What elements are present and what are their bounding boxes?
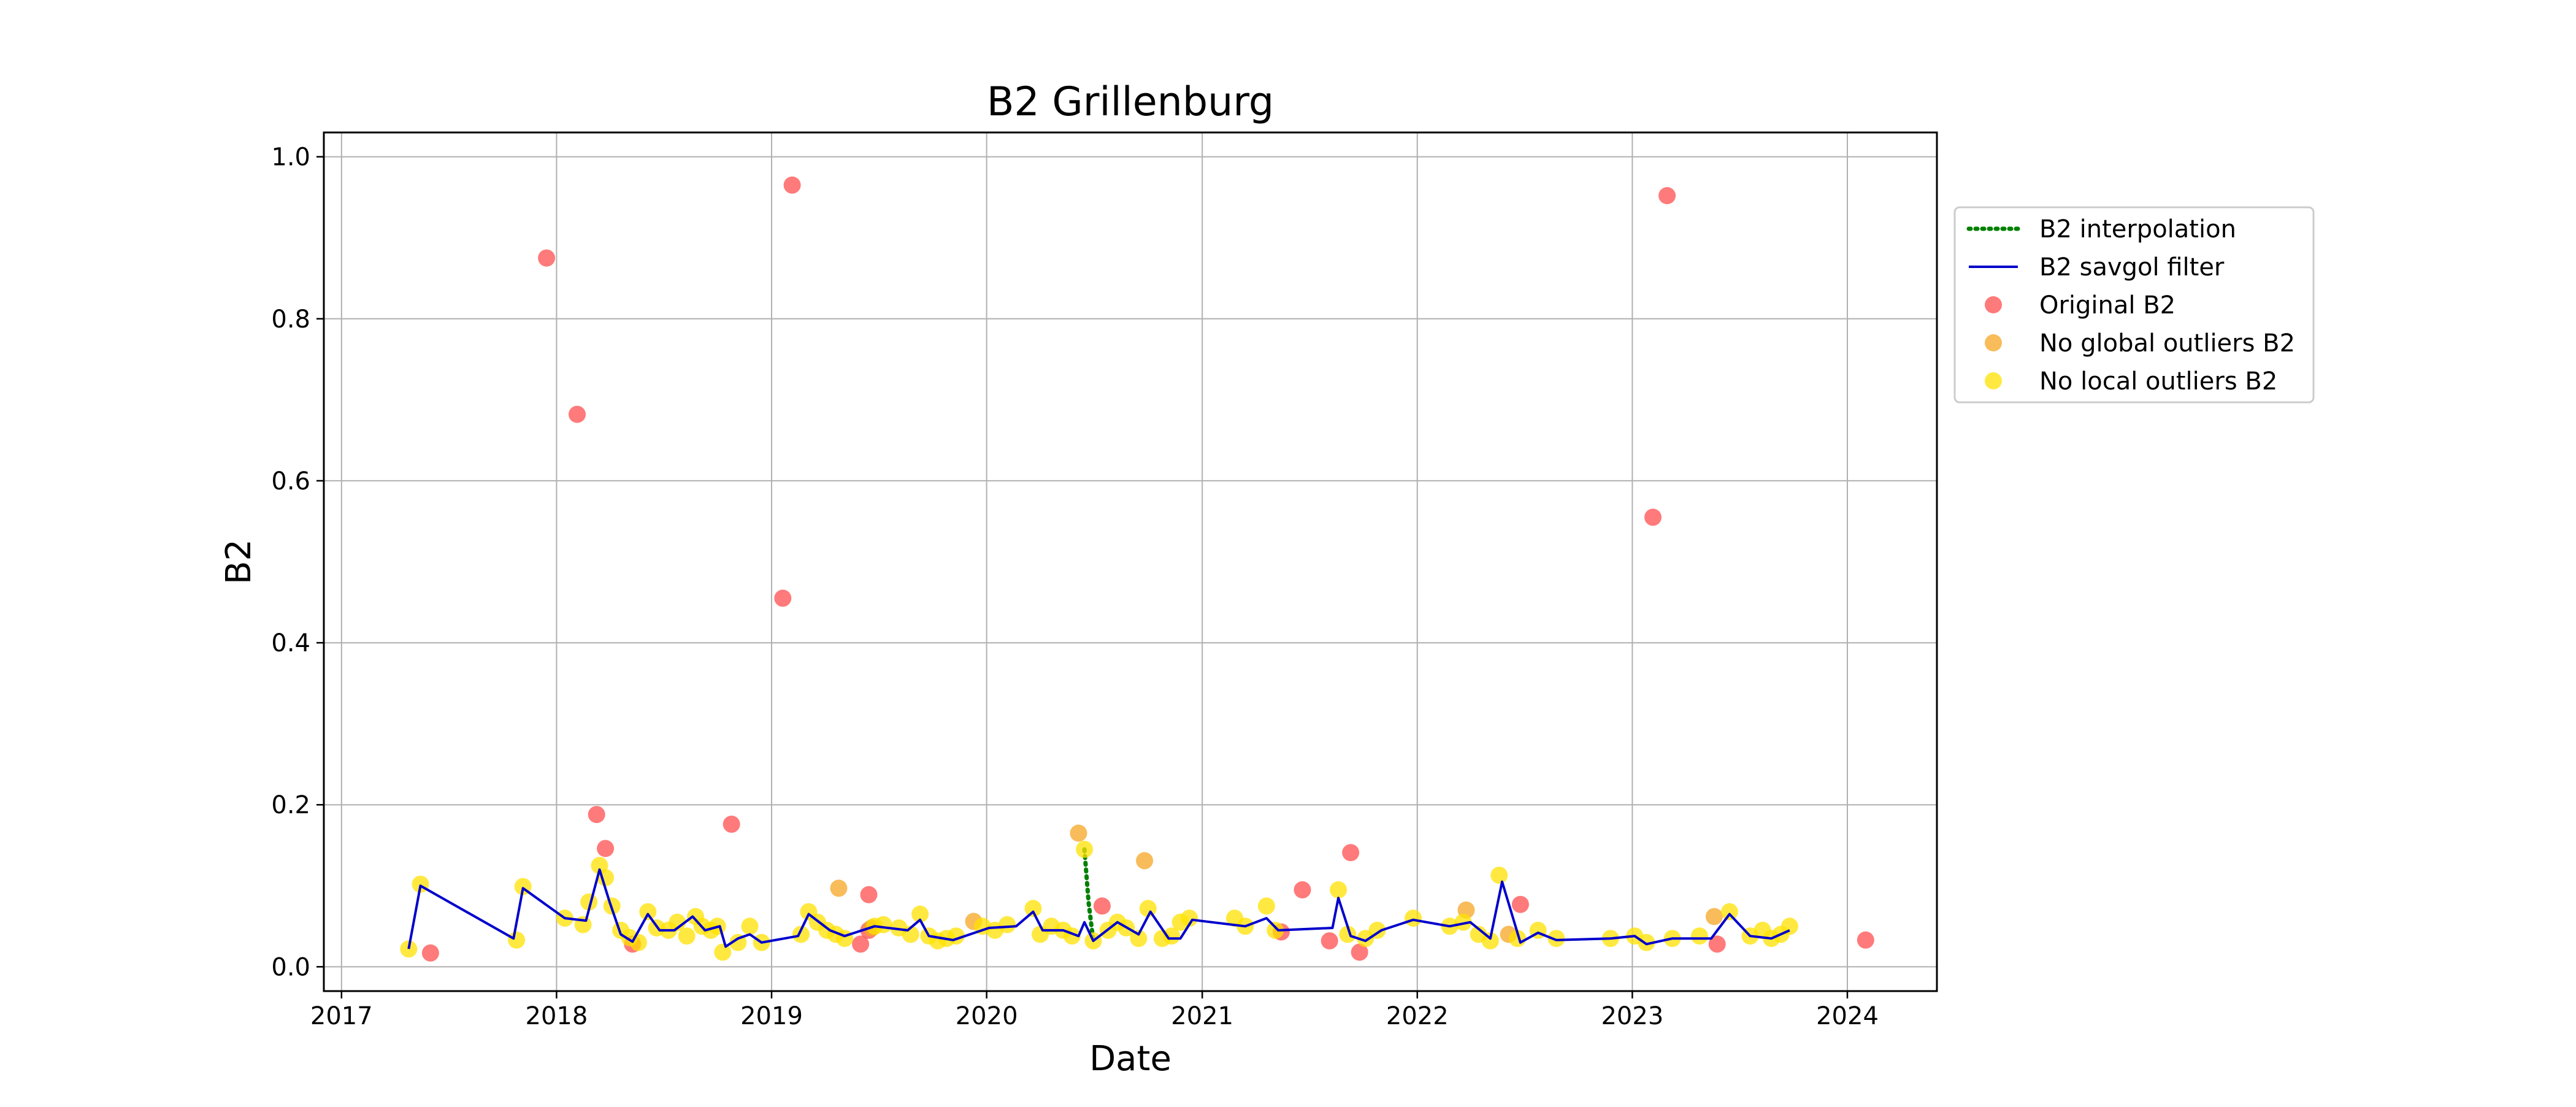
legend-label: B2 interpolation <box>2039 215 2236 243</box>
y-tick-label: 0.2 <box>271 791 310 819</box>
point-original-b2 <box>588 806 605 824</box>
legend-label: B2 savgol filter <box>2039 253 2225 282</box>
x-axis-label: Date <box>1089 1039 1171 1079</box>
point-no-global-outliers-b2 <box>1705 908 1723 925</box>
grid-lines <box>324 132 1937 991</box>
point-no-global-outliers-b2 <box>1070 824 1087 842</box>
point-original-b2 <box>774 589 792 607</box>
point-no-local-outliers-b2 <box>1690 927 1708 945</box>
point-original-b2 <box>569 405 586 423</box>
y-axis-label: B2 <box>219 539 259 584</box>
point-no-local-outliers-b2 <box>1024 900 1042 917</box>
point-no-local-outliers-b2 <box>1547 930 1565 948</box>
point-no-local-outliers-b2 <box>999 916 1016 933</box>
point-no-local-outliers-b2 <box>639 903 657 921</box>
axis-ticks: 2017 2018 2019 2020 2021 2022 2023 2024 0.0 0.2 0.… <box>271 144 1879 1030</box>
point-no-global-outliers-b2 <box>1136 852 1154 870</box>
legend: B2 interpolation B2 savgol filter Original… <box>1953 206 2315 404</box>
y-tick-label: 1.0 <box>271 144 310 172</box>
legend-frame <box>1953 206 2315 404</box>
point-original-b2 <box>1093 897 1111 915</box>
point-no-local-outliers-b2 <box>1339 925 1357 943</box>
point-original-b2 <box>597 840 615 857</box>
point-no-local-outliers-b2 <box>1330 881 1347 898</box>
x-tick-label: 2017 <box>310 1002 373 1030</box>
y-tick-label: 0.0 <box>271 953 310 981</box>
plot-frame <box>323 131 1938 992</box>
x-tick-label: 2024 <box>1816 1002 1879 1030</box>
x-tick-label: 2021 <box>1171 1002 1233 1030</box>
legend-swatch-marker <box>1985 372 2002 389</box>
point-no-local-outliers-b2 <box>1781 917 1798 935</box>
legend-label: Original B2 <box>2039 291 2175 320</box>
x-tick-label: 2022 <box>1386 1002 1449 1030</box>
x-tick-label: 2019 <box>740 1002 803 1030</box>
x-tick-label: 2018 <box>526 1002 588 1030</box>
point-original-b2 <box>723 815 740 833</box>
legend-swatch-marker <box>1985 334 2002 351</box>
point-no-local-outliers-b2 <box>1181 910 1198 927</box>
point-original-b2 <box>1511 895 1529 913</box>
savgol-series <box>407 868 1790 949</box>
point-no-local-outliers-b2 <box>1130 930 1148 948</box>
point-original-b2 <box>1351 943 1368 961</box>
point-original-b2 <box>1658 187 1676 204</box>
point-original-b2 <box>1321 932 1338 950</box>
y-tick-label: 0.6 <box>271 467 310 496</box>
point-no-local-outliers-b2 <box>1638 933 1655 951</box>
point-no-local-outliers-b2 <box>714 943 732 961</box>
x-tick-label: 2020 <box>956 1002 1018 1030</box>
point-no-local-outliers-b2 <box>1720 903 1738 921</box>
x-tick-label: 2023 <box>1601 1002 1663 1030</box>
point-original-b2 <box>1294 881 1311 898</box>
legend-label: No global outliers B2 <box>2039 329 2295 358</box>
point-original-b2 <box>538 249 556 267</box>
y-tick-label: 0.4 <box>271 629 310 657</box>
point-no-local-outliers-b2 <box>792 925 810 943</box>
legend-swatch-marker <box>1985 296 2002 313</box>
chart-title: B2 Grillenburg <box>987 79 1274 125</box>
point-no-local-outliers-b2 <box>1076 840 1094 858</box>
point-no-local-outliers-b2 <box>1267 921 1284 939</box>
point-no-local-outliers-b2 <box>1257 897 1275 915</box>
legend-label: No local outliers B2 <box>2039 367 2277 396</box>
savgol-line <box>407 868 1790 949</box>
point-original-b2 <box>1644 508 1662 526</box>
point-original-b2 <box>1857 931 1874 949</box>
point-no-local-outliers-b2 <box>678 927 696 945</box>
point-original-b2 <box>421 944 439 962</box>
point-no-local-outliers-b2 <box>741 917 759 935</box>
interpolation-series <box>1082 847 1095 943</box>
point-original-b2 <box>783 176 801 194</box>
point-no-local-outliers-b2 <box>1163 927 1181 945</box>
interpolation-line <box>1082 847 1095 943</box>
point-original-b2 <box>1342 844 1360 862</box>
point-no-local-outliers-b2 <box>508 931 526 949</box>
point-no-global-outliers-b2 <box>830 879 848 897</box>
point-no-local-outliers-b2 <box>911 905 929 923</box>
point-original-b2 <box>852 935 870 953</box>
point-no-local-outliers-b2 <box>669 913 686 931</box>
point-no-local-outliers-b2 <box>1490 867 1508 884</box>
point-no-local-outliers-b2 <box>1405 910 1422 927</box>
point-no-local-outliers-b2 <box>875 916 892 933</box>
point-original-b2 <box>1708 935 1726 953</box>
scatter-series <box>400 176 1874 962</box>
point-original-b2 <box>860 886 878 903</box>
y-tick-label: 0.8 <box>271 305 310 334</box>
point-no-local-outliers-b2 <box>1454 913 1472 931</box>
